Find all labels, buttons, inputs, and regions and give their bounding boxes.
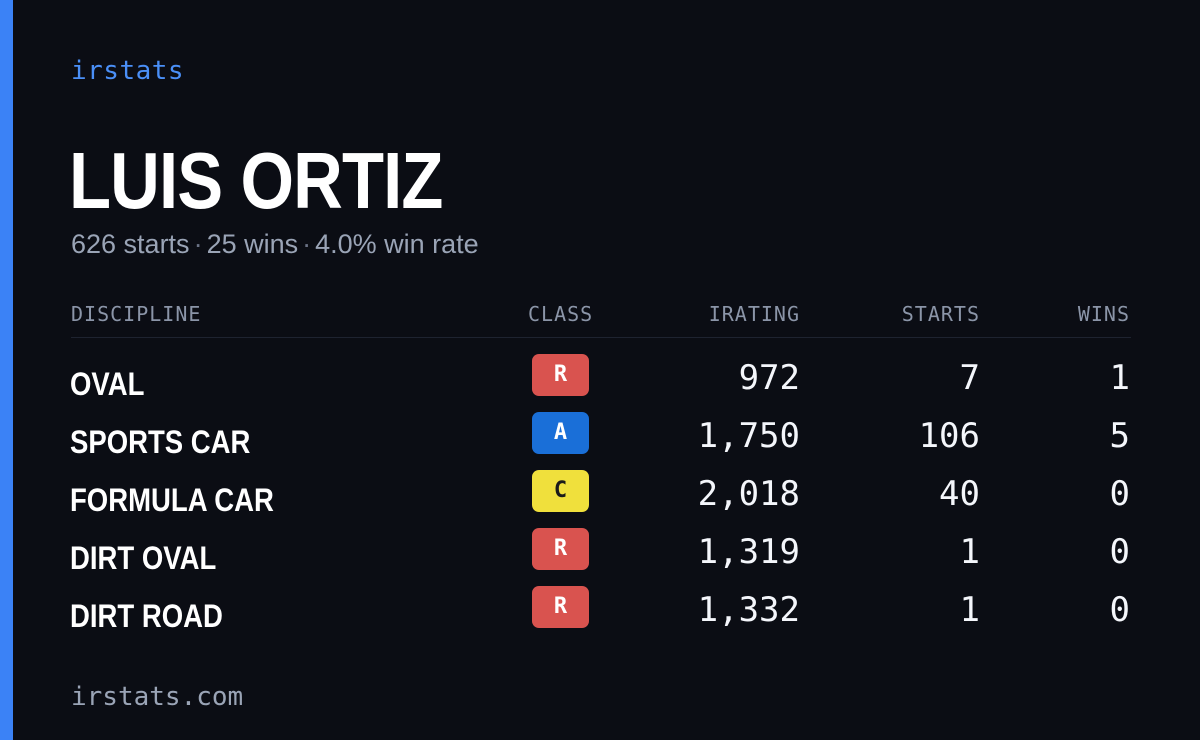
column-header-wins: WINS [1077, 302, 1130, 326]
wins-value: 0 [1109, 532, 1130, 572]
column-header-irating: IRATING [708, 302, 800, 326]
discipline-name: FORMULA CAR [70, 482, 274, 518]
column-header-class: CLASS [528, 302, 594, 326]
table-row: SPORTS CAR A 1,750 106 5 [0, 412, 1200, 470]
license-class-badge: R [532, 528, 589, 570]
header-divider [71, 337, 1131, 338]
wins-value: 0 [1109, 590, 1130, 630]
accent-bar [0, 0, 13, 740]
player-name: LUIS ORTIZ [69, 136, 443, 225]
license-class-badge: A [532, 412, 589, 454]
starts-value: 1 [959, 590, 980, 630]
wins-value: 5 [1109, 416, 1130, 456]
table-row: DIRT ROAD R 1,332 1 0 [0, 586, 1200, 644]
footer-url: irstats.com [71, 682, 244, 712]
irating-value: 2,018 [697, 474, 800, 514]
license-class-badge: R [532, 586, 589, 628]
summary-separator: · [302, 229, 312, 259]
wins-summary: 25 wins [206, 229, 299, 259]
column-header-starts: STARTS [901, 302, 980, 326]
starts-value: 7 [959, 358, 980, 398]
irating-value: 1,750 [697, 416, 800, 456]
discipline-name: SPORTS CAR [70, 424, 251, 460]
table-row: FORMULA CAR C 2,018 40 0 [0, 470, 1200, 528]
irating-value: 1,332 [697, 590, 800, 630]
discipline-name: OVAL [70, 366, 145, 402]
table-row: OVAL R 972 7 1 [0, 354, 1200, 412]
license-class-badge: R [532, 354, 589, 396]
starts-value: 106 [918, 416, 980, 456]
discipline-name: DIRT ROAD [70, 598, 223, 634]
starts-value: 40 [939, 474, 980, 514]
license-class-badge: C [532, 470, 589, 512]
irating-value: 972 [738, 358, 800, 398]
brand-logo-text: irstats [71, 56, 185, 86]
starts-value: 1 [959, 532, 980, 572]
wins-value: 1 [1109, 358, 1130, 398]
column-header-discipline: DISCIPLINE [71, 302, 202, 326]
player-summary: 626 starts · 25 wins · 4.0% win rate [71, 229, 479, 260]
starts-summary: 626 starts [71, 229, 190, 259]
summary-separator: · [193, 229, 203, 259]
table-row: DIRT OVAL R 1,319 1 0 [0, 528, 1200, 586]
win-rate-summary: 4.0% win rate [315, 229, 479, 259]
discipline-name: DIRT OVAL [70, 540, 217, 576]
irating-value: 1,319 [697, 532, 800, 572]
wins-value: 0 [1109, 474, 1130, 514]
